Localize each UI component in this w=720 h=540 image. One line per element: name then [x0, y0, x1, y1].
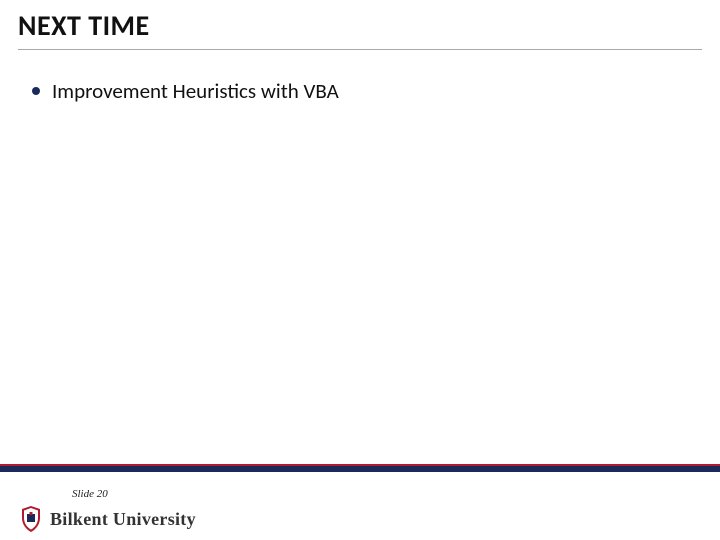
footer: Slide 20 Bilkent University [0, 480, 720, 540]
divider-navy-stripe [0, 466, 720, 472]
bullet-item: Improvement Heuristics with VBA [32, 78, 688, 104]
title-underline [18, 49, 702, 50]
slide: NEXT TIME Improvement Heuristics with VB… [0, 0, 720, 540]
footer-divider [0, 464, 720, 472]
university-name: Bilkent University [50, 509, 196, 530]
slide-title: NEXT TIME [18, 8, 702, 43]
bullet-dot-icon [32, 87, 40, 95]
title-region: NEXT TIME [18, 8, 702, 50]
university-logo: Bilkent University [20, 506, 196, 532]
crest-icon [20, 506, 42, 532]
body-region: Improvement Heuristics with VBA [32, 78, 688, 104]
bullet-text: Improvement Heuristics with VBA [52, 78, 339, 104]
slide-number: Slide 20 [72, 488, 108, 500]
